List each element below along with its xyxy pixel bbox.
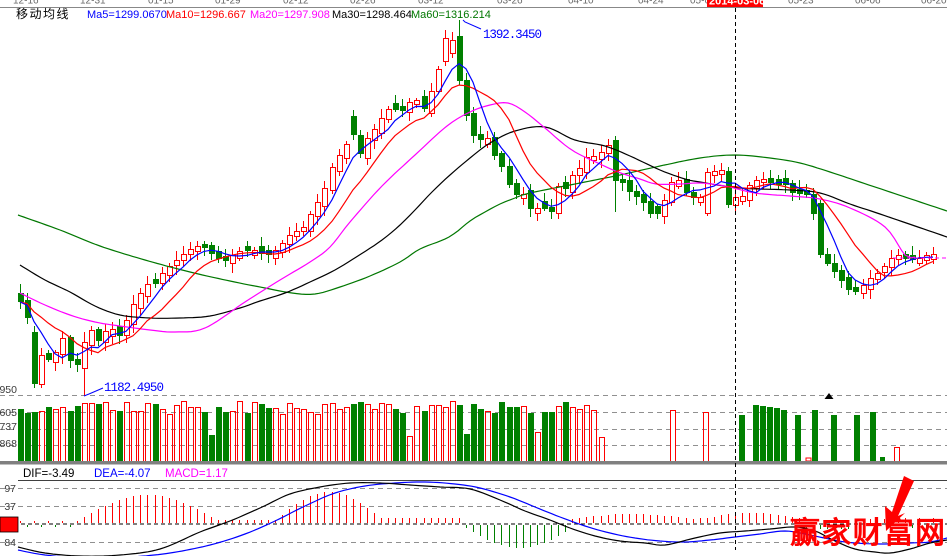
svg-text:移动均线: 移动均线 — [16, 7, 70, 21]
svg-text:84: 84 — [4, 537, 16, 549]
svg-text:97: 97 — [4, 483, 16, 495]
svg-text:12-31: 12-31 — [80, 0, 106, 7]
svg-text:950: 950 — [0, 384, 17, 396]
svg-text:03-12: 03-12 — [418, 0, 444, 7]
svg-text:01-29: 01-29 — [215, 0, 241, 7]
svg-text:赢家财富网: 赢家财富网 — [790, 516, 945, 550]
svg-text:37: 37 — [4, 501, 16, 513]
svg-text:2014-03-06: 2014-03-06 — [709, 0, 765, 8]
svg-text:12-16: 12-16 — [13, 0, 39, 7]
svg-text:1182.4950: 1182.4950 — [104, 381, 164, 395]
svg-text:06-06: 06-06 — [855, 0, 881, 7]
svg-text:01-15: 01-15 — [148, 0, 174, 7]
svg-text:Ma30=1298.464: Ma30=1298.464 — [332, 9, 412, 21]
svg-text:Ma60=1316.214: Ma60=1316.214 — [411, 9, 491, 21]
svg-text:04-10: 04-10 — [568, 0, 594, 7]
svg-text:737: 737 — [0, 421, 17, 433]
svg-text:1392.3450: 1392.3450 — [483, 28, 542, 42]
svg-text:Ma20=1297.908: Ma20=1297.908 — [250, 9, 330, 21]
svg-text:05-09: 05-09 — [690, 0, 716, 7]
svg-text:03-26: 03-26 — [497, 0, 523, 7]
svg-text:02-26: 02-26 — [350, 0, 376, 7]
svg-text:02-12: 02-12 — [283, 0, 309, 7]
svg-text:868: 868 — [0, 438, 17, 450]
svg-text:DEA=-4.07: DEA=-4.07 — [94, 468, 151, 480]
svg-text:MACD=1.17: MACD=1.17 — [165, 468, 228, 480]
svg-text:06-20: 06-20 — [921, 0, 947, 7]
svg-text:04-24: 04-24 — [638, 0, 664, 7]
svg-text:605: 605 — [0, 407, 17, 419]
svg-text:Ma10=1296.667: Ma10=1296.667 — [166, 9, 246, 21]
svg-text:05-23: 05-23 — [788, 0, 814, 7]
svg-text:DIF=-3.49: DIF=-3.49 — [23, 468, 74, 480]
svg-text:Ma5=1299.0670: Ma5=1299.0670 — [87, 9, 167, 21]
